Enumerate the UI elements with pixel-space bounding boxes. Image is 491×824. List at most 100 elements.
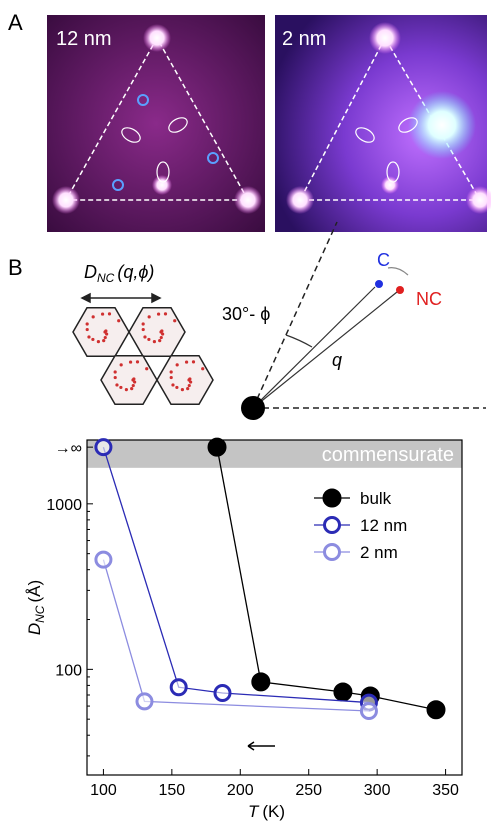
- dot: [188, 377, 191, 380]
- angle-label: 30°- ϕ: [222, 304, 270, 324]
- dot: [170, 376, 173, 379]
- y-tick-label: 1000: [46, 497, 82, 514]
- legend-marker: [323, 489, 341, 507]
- dot: [185, 360, 188, 363]
- dot: [97, 340, 100, 343]
- image-label: 12 nm: [56, 28, 112, 50]
- dot: [175, 386, 178, 389]
- dot: [142, 322, 145, 325]
- symbol: D: [25, 623, 44, 635]
- symbol: T: [248, 802, 260, 821]
- marker: [208, 438, 226, 456]
- dot: [160, 329, 163, 332]
- dot: [101, 312, 104, 315]
- dot: [142, 328, 145, 331]
- c-label: C: [377, 250, 390, 270]
- legend-label: bulk: [360, 489, 392, 508]
- vector-label: q: [332, 350, 342, 370]
- dot: [145, 367, 148, 370]
- dot: [120, 363, 123, 366]
- x-tick-label: 250: [295, 782, 322, 799]
- x-axis-label: T(K): [248, 802, 285, 821]
- dot: [188, 384, 191, 387]
- dot: [132, 384, 135, 387]
- unit: (K): [262, 802, 285, 821]
- x-tick-label: 100: [90, 782, 117, 799]
- dot: [129, 360, 132, 363]
- dot: [171, 383, 174, 386]
- chart: commensurate 100 150 200 250 300 350 100 1000 →∞ T…: [25, 438, 462, 821]
- dot: [132, 377, 135, 380]
- hexagon: [101, 356, 157, 404]
- dot: [114, 370, 117, 373]
- y-tick-label: 100: [55, 662, 82, 679]
- unit: (Å): [25, 580, 44, 603]
- marker: [215, 685, 230, 700]
- dot: [133, 380, 136, 383]
- series-line: [103, 560, 369, 711]
- dot: [114, 376, 117, 379]
- dot: [102, 339, 105, 342]
- marker: [96, 552, 111, 567]
- lattice-label: DNC(q,ϕ): [84, 262, 154, 285]
- image-label: 2 nm: [282, 28, 326, 50]
- dot: [86, 322, 89, 325]
- dot: [143, 335, 146, 338]
- subscript: NC: [33, 605, 47, 623]
- dot: [92, 315, 95, 318]
- marker: [361, 704, 376, 719]
- y-axis-label: DNC (Å): [25, 580, 47, 635]
- args: (q,ϕ): [117, 262, 154, 282]
- series-line: [103, 447, 369, 702]
- subscript: NC: [97, 271, 115, 285]
- page: A 12 nm 2 nm B DNC(q,ϕ): [0, 0, 491, 824]
- dot: [136, 360, 139, 363]
- dot: [181, 388, 184, 391]
- legend-marker: [325, 518, 340, 533]
- series-line: [217, 447, 436, 710]
- marker: [334, 683, 352, 701]
- dot: [148, 315, 151, 318]
- hexagon: [73, 308, 129, 356]
- x-tick-label: 200: [227, 782, 254, 799]
- marker: [137, 694, 152, 709]
- dot: [186, 387, 189, 390]
- dot: [86, 328, 89, 331]
- dot: [115, 383, 118, 386]
- dot: [173, 319, 176, 322]
- hexagon: [129, 308, 185, 356]
- marker: [171, 680, 186, 695]
- x-tick-label: 350: [432, 782, 459, 799]
- marker: [427, 701, 445, 719]
- arrow: [248, 742, 275, 750]
- dot: [91, 338, 94, 341]
- dot: [201, 367, 204, 370]
- plot-frame: [87, 440, 462, 775]
- diffraction-image: 2 nm: [275, 15, 491, 232]
- lattice-sketch: [73, 294, 213, 404]
- x-tick-label: 300: [364, 782, 391, 799]
- dot: [170, 370, 173, 373]
- dot: [153, 340, 156, 343]
- x-tick-label: 150: [159, 782, 186, 799]
- nc-label: NC: [416, 289, 442, 309]
- legend-marker: [325, 545, 340, 560]
- symbol: D: [84, 262, 97, 282]
- y-tick-label: →∞: [55, 440, 82, 457]
- dot: [87, 335, 90, 338]
- vector-diagram: 30°- ϕ q C NC: [222, 222, 486, 420]
- dot: [125, 388, 128, 391]
- dot: [157, 312, 160, 315]
- dot: [192, 360, 195, 363]
- dot: [104, 329, 107, 332]
- dot: [189, 380, 192, 383]
- dot: [161, 332, 164, 335]
- dot: [119, 386, 122, 389]
- dot: [158, 339, 161, 342]
- band-label: commensurate: [322, 444, 454, 466]
- panel-label: A: [8, 10, 23, 35]
- dot: [108, 312, 111, 315]
- dot: [104, 336, 107, 339]
- dot: [176, 363, 179, 366]
- marker: [252, 673, 270, 691]
